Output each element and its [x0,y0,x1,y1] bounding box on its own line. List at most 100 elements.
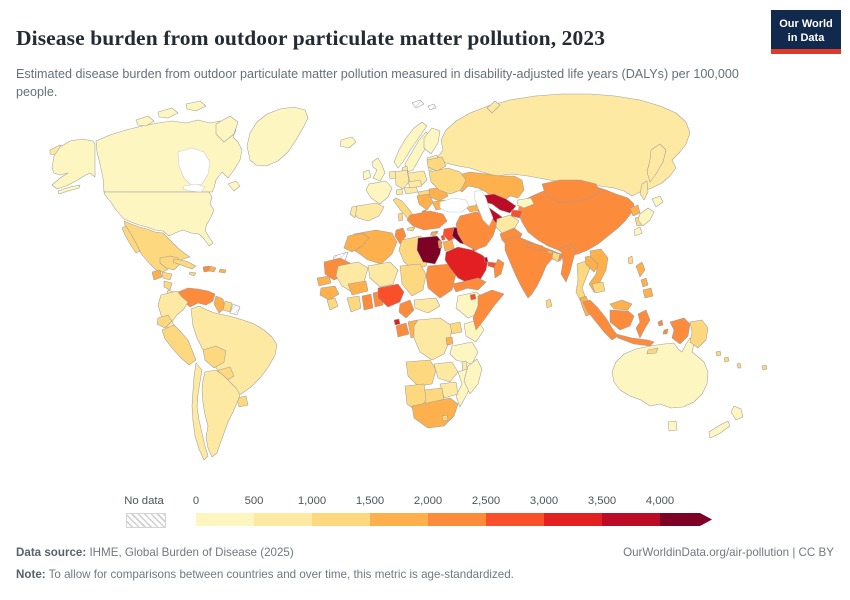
country-honduras[interactable] [161,271,173,281]
country-malaysia[interactable] [609,299,633,311]
country-sri-lanka[interactable] [545,298,553,309]
country-thailand[interactable] [575,260,591,303]
legend-bucket-3[interactable] [370,513,428,526]
country-chile[interactable] [191,362,209,461]
country-tanzania[interactable] [449,341,479,365]
country-spain[interactable] [351,202,385,222]
legend-bucket-8[interactable] [660,513,712,526]
country-france[interactable] [365,180,393,205]
country-indonesia[interactable] [662,328,669,335]
country-canada[interactable] [157,107,179,119]
country-uganda[interactable] [449,321,463,335]
legend-bucket-6[interactable] [544,513,602,526]
country-zambia[interactable] [433,361,459,383]
country-indonesia[interactable] [615,333,655,347]
country-guinea[interactable] [319,285,340,301]
country-jordan[interactable] [442,239,455,252]
country-french-guiana[interactable] [229,303,241,316]
legend-bucket-0[interactable] [196,513,254,526]
country-dominican-republic[interactable] [208,265,217,273]
owid-url-license[interactable]: OurWorldinData.org/air-pollution | CC BY [623,546,834,559]
country-japan[interactable] [637,207,655,227]
country-norway[interactable] [393,121,428,169]
country-fiji[interactable] [761,364,768,371]
country-nigeria[interactable] [377,283,405,308]
country-russia[interactable] [486,100,501,114]
country-solomon-islands[interactable] [715,350,722,357]
country-guyana[interactable] [213,295,226,314]
country-ecuador[interactable] [156,314,173,329]
country-lesotho[interactable] [441,414,449,422]
country-turkey[interactable] [406,210,448,231]
country-benelux[interactable] [388,170,397,180]
country-usa[interactable] [103,191,215,247]
country-indonesia[interactable] [635,309,651,339]
country-lebanon[interactable] [440,234,446,241]
country-myanmar[interactable] [560,243,577,283]
country-mongolia[interactable] [541,179,601,203]
country-svalbard[interactable] [427,103,437,111]
country-usa[interactable] [57,184,81,195]
legend-bucket-2[interactable] [312,513,370,526]
country-morocco[interactable] [343,232,370,253]
country-greenland[interactable] [246,106,309,167]
country-timor[interactable] [646,347,659,355]
country-sierra-leone[interactable] [326,297,339,311]
country-japan[interactable] [651,195,664,208]
legend-bucket-1[interactable] [254,513,312,526]
country-philippines[interactable] [642,287,654,299]
country-indonesia[interactable] [669,317,691,345]
country-russia[interactable] [646,143,667,183]
country-bangladesh[interactable] [551,251,561,263]
legend-bucket-5[interactable] [486,513,544,526]
country-usa[interactable] [51,138,96,190]
country-papua-new-guinea[interactable] [689,319,709,349]
country-jamaica[interactable] [188,271,197,277]
country-chad[interactable] [399,263,427,297]
owid-logo[interactable]: Our World in Data [771,10,841,54]
country-ivory-coast[interactable] [346,295,362,313]
country-egypt[interactable] [416,235,443,265]
country-vanuatu[interactable] [736,362,742,369]
country-bhutan[interactable] [546,249,554,255]
country-mexico[interactable] [121,225,141,254]
country-niger[interactable] [367,261,399,288]
country-germany[interactable] [394,169,410,190]
country-saudi-arabia[interactable] [444,246,489,285]
country-indonesia[interactable] [657,319,664,327]
country-north-korea[interactable] [629,204,641,217]
country-indonesia[interactable] [609,309,635,331]
country-finland[interactable] [423,127,441,155]
country-equatorial-guinea[interactable] [393,318,401,326]
country-cyprus[interactable] [429,231,438,237]
country-japan[interactable] [633,226,643,237]
country-puerto-rico[interactable] [218,268,227,274]
country-nepal[interactable] [526,241,544,252]
country-senegal[interactable] [316,275,332,287]
country-uk[interactable] [371,157,386,182]
country-new-zealand[interactable] [708,420,731,439]
country-djibouti[interactable] [469,293,477,301]
country-argentina[interactable] [201,369,241,458]
country-solomon-islands[interactable] [723,356,730,363]
country-svalbard[interactable] [411,99,425,109]
country-australia[interactable] [611,337,709,409]
country-canada[interactable] [215,115,239,143]
country-russia[interactable] [436,93,691,197]
country-oman[interactable] [493,258,505,279]
country-switzerland[interactable] [395,188,404,196]
country-ghana[interactable] [361,293,374,311]
country-cambodia[interactable] [591,281,606,294]
country-ireland[interactable] [362,169,372,181]
country-tajikistan[interactable] [510,209,523,219]
country-czech[interactable] [407,179,423,189]
country-italy[interactable] [397,212,404,222]
country-kyrgyzstan[interactable] [516,197,535,209]
country-guatemala[interactable] [151,269,163,281]
country-belarus[interactable] [426,156,447,172]
no-data-swatch[interactable] [126,513,166,528]
country-nicaragua[interactable] [163,280,173,291]
country-vietnam[interactable] [588,248,609,293]
country-israel[interactable] [437,239,443,249]
country-taiwan[interactable] [627,255,634,265]
